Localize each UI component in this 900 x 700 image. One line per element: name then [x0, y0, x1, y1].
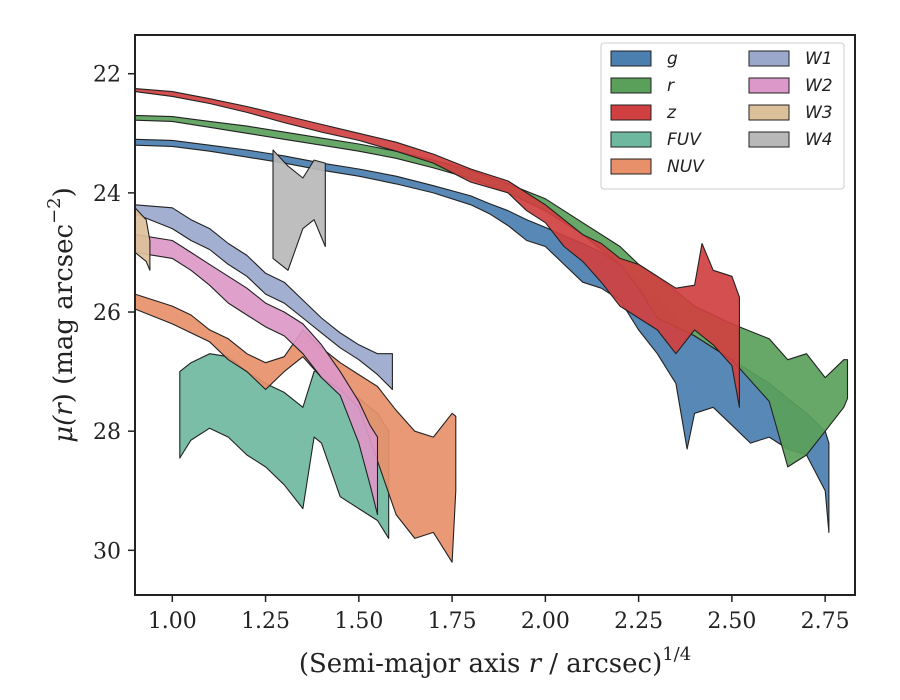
- x-axis-label: (Semi-major axis r / arcsec)1/4: [299, 644, 691, 679]
- x-tick-label: 1.75: [428, 609, 477, 634]
- x-tick-label: 2.25: [614, 609, 663, 634]
- x-tick-label: 1.25: [241, 609, 290, 634]
- y-tick-label: 22: [93, 63, 121, 88]
- y-tick-label: 28: [93, 420, 121, 445]
- y-tick-label: 24: [93, 182, 121, 207]
- legend-swatch-g: [610, 50, 652, 67]
- series-band-w1: [134, 204, 393, 391]
- x-axis-label-unit: / arcsec): [541, 649, 662, 679]
- y-tick-label: 30: [93, 539, 121, 564]
- legend: grz FUV NUV W1 W2 W3 W4: [600, 42, 845, 190]
- x-axis-label-main: (Semi-major axis: [299, 649, 529, 679]
- legend-label-r: r: [667, 76, 675, 96]
- legend-label-nuv: NUV: [667, 157, 705, 177]
- legend-swatch-w1: [748, 50, 790, 67]
- x-tick-label: 2.00: [521, 609, 570, 634]
- legend-label-z: z: [666, 103, 677, 123]
- legend-swatch-w2: [748, 77, 790, 94]
- y-ticks: 22 24 26 28 30: [93, 63, 135, 564]
- legend-label-g: g: [667, 49, 678, 69]
- series-group: [134, 88, 849, 563]
- x-tick-label: 1.00: [148, 609, 197, 634]
- x-ticks: 1.00 1.25 1.50 1.75 2.00 2.25 2.50 2.75: [148, 595, 850, 634]
- legend-swatch-z: [610, 104, 652, 121]
- y-axis-label-mu: μ(: [49, 415, 79, 443]
- legend-label-w2: W2: [805, 76, 833, 96]
- legend-label-w1: W1: [805, 49, 833, 69]
- legend-swatch-r: [610, 77, 652, 94]
- x-axis-label-var: r: [529, 649, 543, 679]
- y-axis-label-rest: ) (mag arcsec: [49, 224, 79, 403]
- x-tick-label: 2.75: [801, 609, 850, 634]
- series-band-w4: [272, 149, 326, 271]
- legend-swatch-nuv: [610, 158, 652, 175]
- legend-swatch-w4: [748, 131, 790, 148]
- y-axis-label-close: ): [49, 187, 79, 197]
- legend-label-fuv: FUV: [667, 130, 702, 150]
- y-tick-label: 26: [93, 301, 121, 326]
- x-tick-label: 2.50: [707, 609, 756, 634]
- x-axis-label-exponent: 1/4: [662, 644, 691, 665]
- legend-swatch-fuv: [610, 131, 652, 148]
- y-axis-label-exponent: −2: [44, 197, 65, 224]
- series-band-nuv: [134, 293, 457, 563]
- legend-label-w4: W4: [805, 130, 833, 150]
- series-band-z: [134, 88, 740, 408]
- y-axis-label: μ(r) (mag arcsec−2): [44, 187, 79, 443]
- plot-frame: [134, 34, 856, 596]
- y-axis-label-var: r: [49, 402, 79, 416]
- legend-label-w3: W3: [805, 103, 833, 123]
- legend-swatch-w3: [748, 104, 790, 121]
- series-band-w2: [134, 234, 379, 516]
- x-tick-label: 1.50: [334, 609, 383, 634]
